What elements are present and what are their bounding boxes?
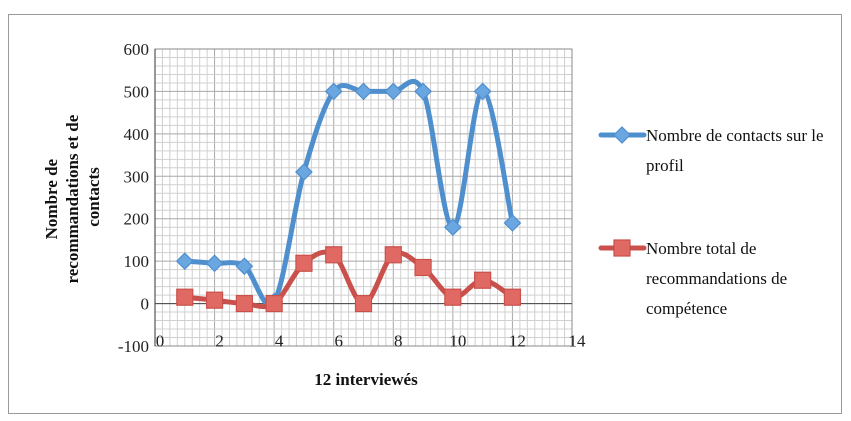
data-point: [325, 246, 343, 264]
data-point: [235, 257, 254, 276]
legend-label-recommandations: Nombre total de recommandations de compé…: [646, 239, 791, 318]
series: [175, 78, 522, 313]
data-point: [384, 82, 403, 101]
series-contacts: [175, 78, 522, 311]
y-tick-label: 0: [141, 295, 150, 314]
x-axis-title: 12 interviewés: [314, 370, 418, 389]
x-tick-label: 8: [394, 332, 403, 351]
legend-label-recommandations-line-3: compétence: [646, 299, 727, 318]
legend-item-contacts: [598, 126, 647, 144]
y-tick-label: 200: [124, 210, 150, 229]
y-axis-title-line-1: Nombre de: [42, 158, 61, 239]
data-point: [324, 82, 343, 101]
data-point: [414, 82, 432, 101]
data-point: [295, 163, 313, 181]
legend-label-contacts-line-1: Nombre de contacts sur le: [646, 126, 824, 145]
legend-marker: [613, 239, 631, 257]
data-point: [503, 214, 522, 232]
data-point: [444, 288, 462, 306]
legend-marker: [613, 126, 631, 144]
x-tick-label: 2: [215, 332, 224, 351]
data-point: [205, 254, 224, 273]
legend-label-contacts-line-2: profil: [646, 156, 684, 175]
y-tick-label: 600: [124, 40, 150, 59]
y-axis-title: Nombre de recommandations et de contacts: [42, 111, 103, 284]
data-point: [354, 82, 373, 101]
data-point: [474, 271, 492, 289]
series-recommandations: [176, 246, 522, 313]
y-tick-label: 100: [124, 252, 150, 271]
y-tick-label: 500: [124, 82, 150, 101]
x-tick-label: 6: [334, 332, 343, 351]
legend-label-recommandations-line-2: recommandations de: [646, 269, 787, 288]
data-point: [295, 254, 313, 272]
data-point: [354, 294, 373, 313]
data-point: [265, 294, 283, 313]
data-point: [175, 252, 194, 270]
y-axis-title-line-3: contacts: [84, 167, 103, 227]
legend-label-recommandations-line-1: Nombre total de: [646, 239, 756, 258]
data-point: [414, 258, 432, 277]
chart-frame: -100 0 100 200 300 400 500 600 0 2 4 6 8 10 12 14 12 in…: [8, 14, 842, 414]
y-tick-label: -100: [118, 337, 149, 356]
y-axis-title-line-2: recommandations et de: [63, 114, 82, 283]
tick-labels: -100 0 100 200 300 400 500 600 0 2 4 6 8 10 12 14: [118, 40, 586, 356]
legend-label-contacts: Nombre de contacts sur le profil: [646, 126, 828, 175]
y-tick-label: 400: [124, 125, 150, 144]
legend-item-recommandations: [598, 239, 647, 257]
grid: [154, 48, 573, 347]
data-point: [235, 294, 253, 313]
y-tick-label: 300: [124, 167, 150, 186]
data-point: [444, 218, 462, 237]
legend: Nombre de contacts sur le profil Nombre …: [598, 126, 828, 318]
data-point: [473, 82, 492, 101]
line-chart: -100 0 100 200 300 400 500 600 0 2 4 6 8 10 12 14 12 in…: [42, 40, 828, 389]
data-point: [205, 291, 224, 309]
x-tick-label: 14: [569, 332, 587, 351]
x-tick-label: 12: [509, 332, 526, 351]
data-point: [503, 288, 522, 306]
x-tick-label: 0: [156, 332, 165, 351]
x-tick-label: 4: [275, 332, 284, 351]
x-tick-label: 10: [449, 332, 466, 351]
data-point: [176, 288, 194, 306]
data-point: [384, 246, 402, 264]
